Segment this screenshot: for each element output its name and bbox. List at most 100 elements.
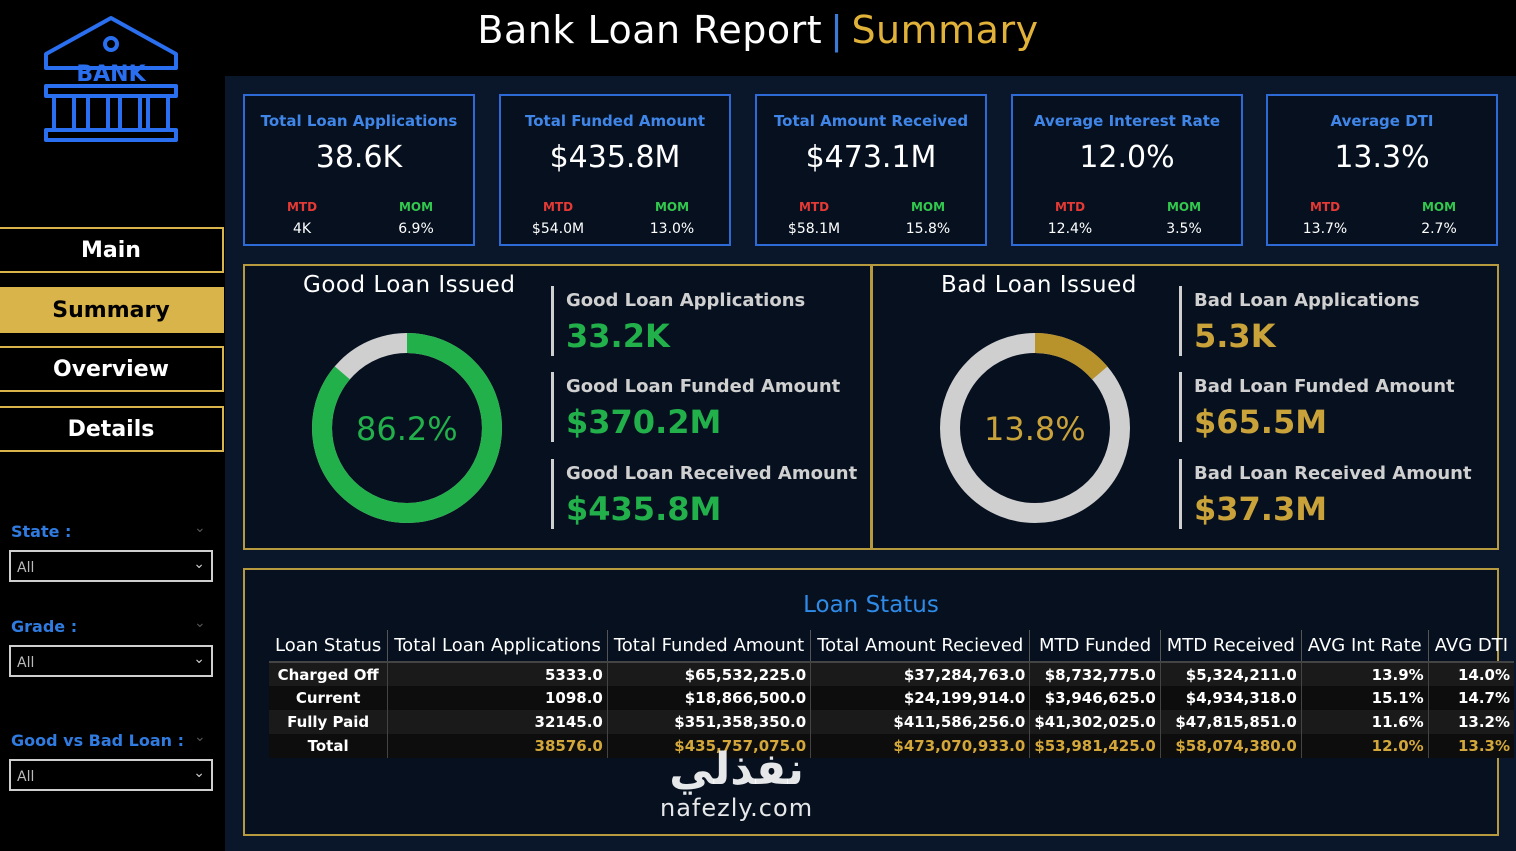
good-bad-filter-label: Good vs Bad Loan :: [11, 731, 185, 750]
table-cell: $435,757,075.0: [607, 734, 812, 758]
kpi-value: 13.3%: [1334, 140, 1430, 175]
table-cell: 14.7%: [1457, 689, 1511, 707]
nav-summary-button[interactable]: Summary: [0, 287, 224, 333]
table-cell: 15.1%: [1301, 686, 1429, 710]
table-cell: 38576.0: [387, 734, 608, 758]
table-cell: 32145.0: [387, 710, 608, 734]
grade-filter-label: Grade :: [11, 617, 78, 636]
table-cell: Current: [269, 686, 389, 710]
grade-collapse-icon[interactable]: ⌄: [194, 615, 206, 631]
mtd-label: MTD: [798, 200, 830, 214]
column-header[interactable]: AVG DTI: [1434, 635, 1509, 656]
table-cell: $65,532,225.0: [607, 662, 812, 686]
kpi-label: Total Amount Received: [773, 112, 969, 130]
bad-received-metric: Bad Loan Received Amount $37.3M: [1179, 459, 1472, 529]
table-header-row: Loan Status Total Loan Applications Tota…: [269, 630, 1515, 662]
kpi-avg-interest: Average Interest Rate 12.0% MTD MOM 12.4%…: [1011, 94, 1243, 246]
metric-value: 33.2K: [566, 317, 670, 355]
metric-value: $370.2M: [566, 403, 722, 441]
chevron-down-icon: ⌄: [193, 556, 205, 572]
column-header[interactable]: MTD Received: [1160, 630, 1302, 662]
mom-value: 13.0%: [649, 221, 695, 237]
metric-value: $435.8M: [566, 490, 722, 528]
chevron-down-icon: ⌄: [193, 765, 205, 781]
page-title: Bank Loan Report | Summary: [0, 8, 1516, 52]
good-bad-dropdown[interactable]: All ⌄: [9, 759, 213, 791]
mom-label: MOM: [398, 200, 434, 214]
table-cell: $37,284,763.0: [810, 662, 1031, 686]
good-loan-percent: 86.2%: [356, 410, 458, 448]
mom-value: 2.7%: [1421, 221, 1457, 237]
table-cell: $8,732,775.0: [1029, 662, 1161, 686]
kpi-label: Average Interest Rate: [1033, 112, 1221, 130]
title-separator: |: [830, 8, 844, 52]
mom-value: 15.8%: [905, 221, 951, 237]
state-filter-label: State :: [11, 522, 72, 541]
good-bad-collapse-icon[interactable]: ⌄: [194, 729, 206, 745]
mtd-value: 12.4%: [1047, 221, 1093, 237]
grade-dropdown[interactable]: All ⌄: [9, 645, 213, 677]
kpi-total-funded: Total Funded Amount $435.8M MTD MOM $54.0…: [499, 94, 731, 246]
table-total-row: Total 38576.0 $435,757,075.0 $473,070,93…: [269, 734, 1515, 758]
table-cell: 13.9%: [1301, 662, 1429, 686]
bad-applications-metric: Bad Loan Applications 5.3K: [1179, 286, 1420, 356]
table-cell: Fully Paid: [269, 710, 389, 734]
kpi-value: $473.1M: [805, 140, 937, 175]
table-cell: $58,074,380.0: [1160, 734, 1302, 758]
grade-dropdown-value: All: [17, 655, 35, 671]
kpi-total-applications: Total Loan Applications 38.6K MTD MOM 4K 6…: [243, 94, 475, 246]
metric-label: Bad Loan Funded Amount: [1194, 376, 1455, 397]
metric-label: Bad Loan Applications: [1194, 290, 1420, 311]
metric-value: $37.3M: [1194, 490, 1328, 528]
donut-arc-bad: [940, 333, 1130, 523]
good-loan-donut: [312, 333, 502, 523]
column-header[interactable]: Total Funded Amount: [607, 630, 812, 662]
table-cell: $473,070,933.0: [810, 734, 1031, 758]
kpi-total-received: Total Amount Received $473.1M MTD MOM $58…: [755, 94, 987, 246]
nav-main-button[interactable]: Main: [0, 227, 224, 273]
good-loan-title: Good Loan Issued: [303, 272, 516, 298]
column-header[interactable]: AVG Int Rate: [1301, 630, 1429, 662]
table-cell: 12.0%: [1301, 734, 1429, 758]
mtd-label: MTD: [1309, 200, 1341, 214]
column-header[interactable]: Total Amount Recieved: [810, 630, 1031, 662]
metric-value: 5.3K: [1194, 317, 1276, 355]
report-title: Bank Loan Report: [477, 8, 823, 52]
state-dropdown[interactable]: All ⌄: [9, 550, 213, 582]
table-cell: $3,946,625.0: [1029, 686, 1161, 710]
column-header[interactable]: MTD Funded: [1029, 630, 1161, 662]
kpi-label: Average DTI: [1330, 112, 1434, 130]
table-cell: $47,815,851.0: [1160, 710, 1302, 734]
nav-details-button[interactable]: Details: [0, 406, 224, 452]
bad-loan-title: Bad Loan Issued: [941, 272, 1137, 298]
bank-icon: BANK: [44, 16, 178, 142]
chevron-down-icon: ⌄: [193, 651, 205, 667]
kpi-label: Total Funded Amount: [525, 112, 705, 130]
mtd-value: 4K: [292, 221, 312, 237]
bad-loan-panel: Bad Loan Issued 13.8% Bad Loan Applicati…: [871, 264, 1499, 550]
table-cell: 13.3%: [1457, 737, 1511, 755]
table-cell: $351,358,350.0: [607, 710, 812, 734]
mtd-value: $58.1M: [787, 221, 841, 237]
mom-value: 6.9%: [398, 221, 434, 237]
table-row: Fully Paid 32145.0 $351,358,350.0 $411,5…: [269, 710, 1515, 734]
kpi-value: $435.8M: [549, 140, 681, 175]
column-header[interactable]: Loan Status: [269, 630, 389, 662]
page-subtitle: Summary: [851, 8, 1039, 52]
good-applications-metric: Good Loan Applications 33.2K: [551, 286, 805, 356]
mtd-value: 13.7%: [1302, 221, 1348, 237]
state-collapse-icon[interactable]: ⌄: [194, 520, 206, 536]
nav-overview-button[interactable]: Overview: [0, 346, 224, 392]
table-row: Charged Off 5333.0 $65,532,225.0 $37,284…: [269, 662, 1515, 686]
loan-status-panel: Loan Status Loan Status Total Loan Appli…: [243, 568, 1515, 836]
mom-label: MOM: [1421, 200, 1457, 214]
table-cell: $24,199,914.0: [810, 686, 1031, 710]
column-header[interactable]: Total Loan Applications: [387, 630, 608, 662]
mtd-label: MTD: [542, 200, 574, 214]
table-cell: Total: [269, 734, 389, 758]
watermark: نفذلي nafezly.com: [660, 746, 813, 823]
table-cell: $53,981,425.0: [1029, 734, 1161, 758]
mom-label: MOM: [910, 200, 946, 214]
mom-label: MOM: [654, 200, 690, 214]
table-cell: $41,302,025.0: [1029, 710, 1161, 734]
